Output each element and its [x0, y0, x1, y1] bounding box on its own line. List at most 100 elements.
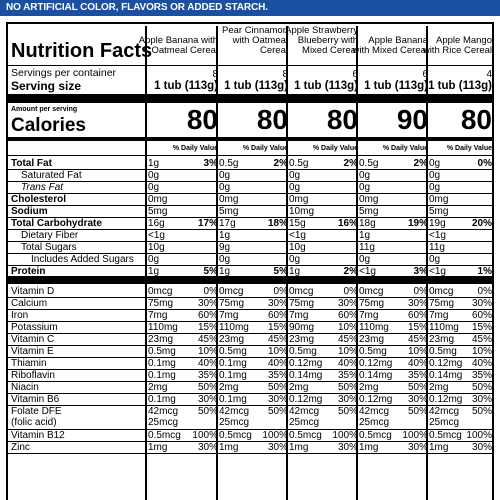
nutrient-dv: 60%: [197, 310, 218, 321]
row-divider: [8, 229, 492, 230]
nutrient-amount: 2mg: [359, 382, 379, 393]
row-divider: [8, 181, 492, 182]
nutrient-amount: 2mg: [219, 382, 239, 393]
nutrient-dv: 30%: [197, 394, 218, 405]
nutrient-dv: 100%: [262, 430, 288, 441]
row-divider: [8, 441, 492, 442]
nutrient-dv: 30%: [407, 442, 428, 453]
row-divider: [8, 309, 492, 310]
nutrient-amount-sub: 25mcg: [219, 417, 250, 428]
nutrient-amount: 2mg: [429, 382, 449, 393]
nutrient-amount: 110mg: [148, 322, 178, 333]
nutrient-dv: 30%: [471, 394, 492, 405]
product-name: Pear Cinnamon: [221, 25, 288, 36]
nutrient-dv: 60%: [267, 310, 288, 321]
servings-value: 8: [212, 69, 218, 80]
calories-value: 80: [326, 104, 358, 135]
product-name: with Rice Cereal: [422, 45, 492, 56]
nutrient-amount: 0.12mg: [289, 358, 323, 369]
nutrient-amount: 0.1mg: [219, 358, 247, 369]
rule-under-title: [8, 65, 492, 66]
nutrient-amount: 0mcg: [289, 286, 314, 297]
nutrient-amount: 5mg: [148, 206, 168, 217]
nutrient-dv: 5%: [273, 266, 288, 277]
nutrient-dv: 10%: [407, 346, 428, 357]
row-divider: [8, 405, 492, 406]
nutrient-amount: 5mg: [359, 206, 379, 217]
row-divider: [8, 453, 492, 454]
nutrient-label: Protein: [11, 266, 46, 277]
nutrient-amount: 0g: [289, 170, 301, 181]
nutrient-amount: 0g: [289, 182, 301, 193]
nutrient-dv: 17%: [197, 218, 218, 229]
row-divider: [8, 169, 492, 170]
nutrient-amount: 0.5mcg: [359, 430, 392, 441]
nutrient-dv: 40%: [267, 358, 288, 369]
servings-value: 6: [352, 69, 358, 80]
nutrient-label: Zinc: [11, 442, 30, 453]
nutrient-amount: 1g: [289, 266, 301, 277]
row-divider: [8, 357, 492, 358]
nutrient-amount: 0.12mg: [289, 394, 323, 405]
nutrient-amount: 42mcg: [219, 406, 250, 417]
nutrient-amount: 0.1mg: [148, 358, 176, 369]
nutrient-amount: 0mg: [219, 194, 239, 205]
nutrient-label: Saturated Fat: [21, 170, 82, 181]
serving-size-value: 1 tub (113g): [364, 80, 428, 92]
row-divider: [8, 265, 492, 266]
nutrient-dv: 50%: [471, 382, 492, 393]
nutrient-amount: <1g: [429, 266, 446, 277]
nutrient-dv: 35%: [407, 370, 428, 381]
nutrient-dv: 15%: [407, 322, 428, 333]
nutrient-dv: 10%: [337, 346, 358, 357]
nutrient-dv: 50%: [407, 382, 428, 393]
nutrient-label: Vitamin B12: [11, 430, 65, 441]
nutrient-amount: 0.5mg: [219, 346, 247, 357]
nutrient-label: Dietary Fiber: [21, 230, 79, 241]
nutrient-amount: 0.5mg: [148, 346, 176, 357]
row-divider: [8, 205, 492, 206]
nutrient-amount: 0g: [289, 254, 301, 265]
nutrient-amount-sub: 25mcg: [289, 417, 320, 428]
nutrient-label: Riboflavin: [11, 370, 55, 381]
nutrient-dv: 100%: [332, 430, 358, 441]
serving-size-value: 1 tub (113g): [154, 80, 218, 92]
row-divider: [8, 253, 492, 254]
nutrient-amount: 15g: [289, 218, 306, 229]
nutrient-amount: 0.5mcg: [429, 430, 462, 441]
nutrient-amount: 7mg: [219, 310, 239, 321]
nutrient-amount: 17g: [219, 218, 236, 229]
nutrient-amount: 0.5g: [289, 158, 309, 169]
nutrient-label: Total Carbohydrate: [11, 218, 102, 229]
nutrient-amount: 1g: [359, 230, 371, 241]
nutrient-dv: 40%: [407, 358, 428, 369]
nutrient-amount: 0.1mg: [219, 370, 247, 381]
serving-size-value: 1 tub (113g): [224, 80, 288, 92]
nutrient-amount: 0.5g: [359, 158, 379, 169]
nutrient-dv: 40%: [471, 358, 492, 369]
nutrient-amount: 0.5mcg: [219, 430, 252, 441]
nutrient-dv: 30%: [267, 298, 288, 309]
nutrient-amount: 75mg: [289, 298, 315, 309]
nutrient-dv: 30%: [197, 298, 218, 309]
nutrient-dv: 60%: [337, 310, 358, 321]
nutrient-dv: 45%: [267, 334, 288, 345]
serving-size-value: 1 tub (113g): [294, 80, 358, 92]
column-divider: [145, 26, 147, 500]
nutrient-amount: 9g: [219, 242, 231, 253]
nutrient-dv: 2%: [413, 158, 428, 169]
nutrient-amount: 2mg: [289, 382, 309, 393]
nutrient-label: Calcium: [11, 298, 48, 309]
nutrient-amount: 0.5g: [219, 158, 239, 169]
nutrient-dv: 45%: [337, 334, 358, 345]
nutrient-amount: 10g: [289, 242, 306, 253]
nutrient-amount: 5mg: [219, 206, 239, 217]
nutrient-dv: 0%: [343, 286, 358, 297]
rule-under-dv: [8, 155, 492, 156]
nutrient-dv: 45%: [471, 334, 492, 345]
nutrient-amount: 5mg: [429, 206, 449, 217]
nutrient-dv: 30%: [471, 298, 492, 309]
product-name: Cereal: [260, 45, 288, 56]
nutrient-dv: 10%: [337, 322, 358, 333]
nutrient-amount: 1mg: [359, 442, 379, 453]
